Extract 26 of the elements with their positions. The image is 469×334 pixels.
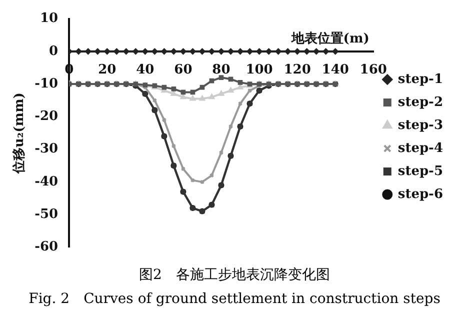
x-tick-label: 120 [284, 62, 311, 78]
x-axis-title: 地表位置(m) [290, 31, 370, 46]
y-tick-label: -10 [34, 76, 58, 92]
y-tick-label: 10 [40, 11, 58, 26]
legend-label: step-1 [398, 72, 444, 87]
x-tick-label: 20 [98, 62, 116, 78]
x-tick-label: 140 [322, 62, 349, 78]
text: Fig. 2 Curves of ground settlement in construction steps [28, 290, 442, 308]
legend-label: step-3 [398, 118, 444, 133]
y-axis-title: 位移u₂(mm) [12, 92, 28, 174]
y-tick-label: -50 [34, 206, 58, 222]
legend-label: step-4 [398, 140, 444, 156]
x-tick-label: 160 [360, 62, 387, 78]
legend-label: step-2 [398, 94, 444, 110]
x-tick-label: 100 [246, 62, 273, 78]
y-tick-label: -30 [34, 142, 58, 157]
x-tick-label: 80 [212, 62, 230, 78]
x-tick-label: 60 [174, 62, 192, 78]
legend-label: step-6 [398, 186, 444, 202]
y-tick-label: -40 [34, 174, 58, 190]
y-tick-label: -20 [34, 109, 58, 124]
y-tick-label: -60 [34, 240, 58, 255]
x-tick-label: 40 [136, 62, 154, 78]
text: 图2 各施工步地表沉降变化图 [138, 266, 331, 284]
legend-label: step-5 [398, 164, 444, 179]
y-tick-label: 0 [49, 44, 58, 59]
